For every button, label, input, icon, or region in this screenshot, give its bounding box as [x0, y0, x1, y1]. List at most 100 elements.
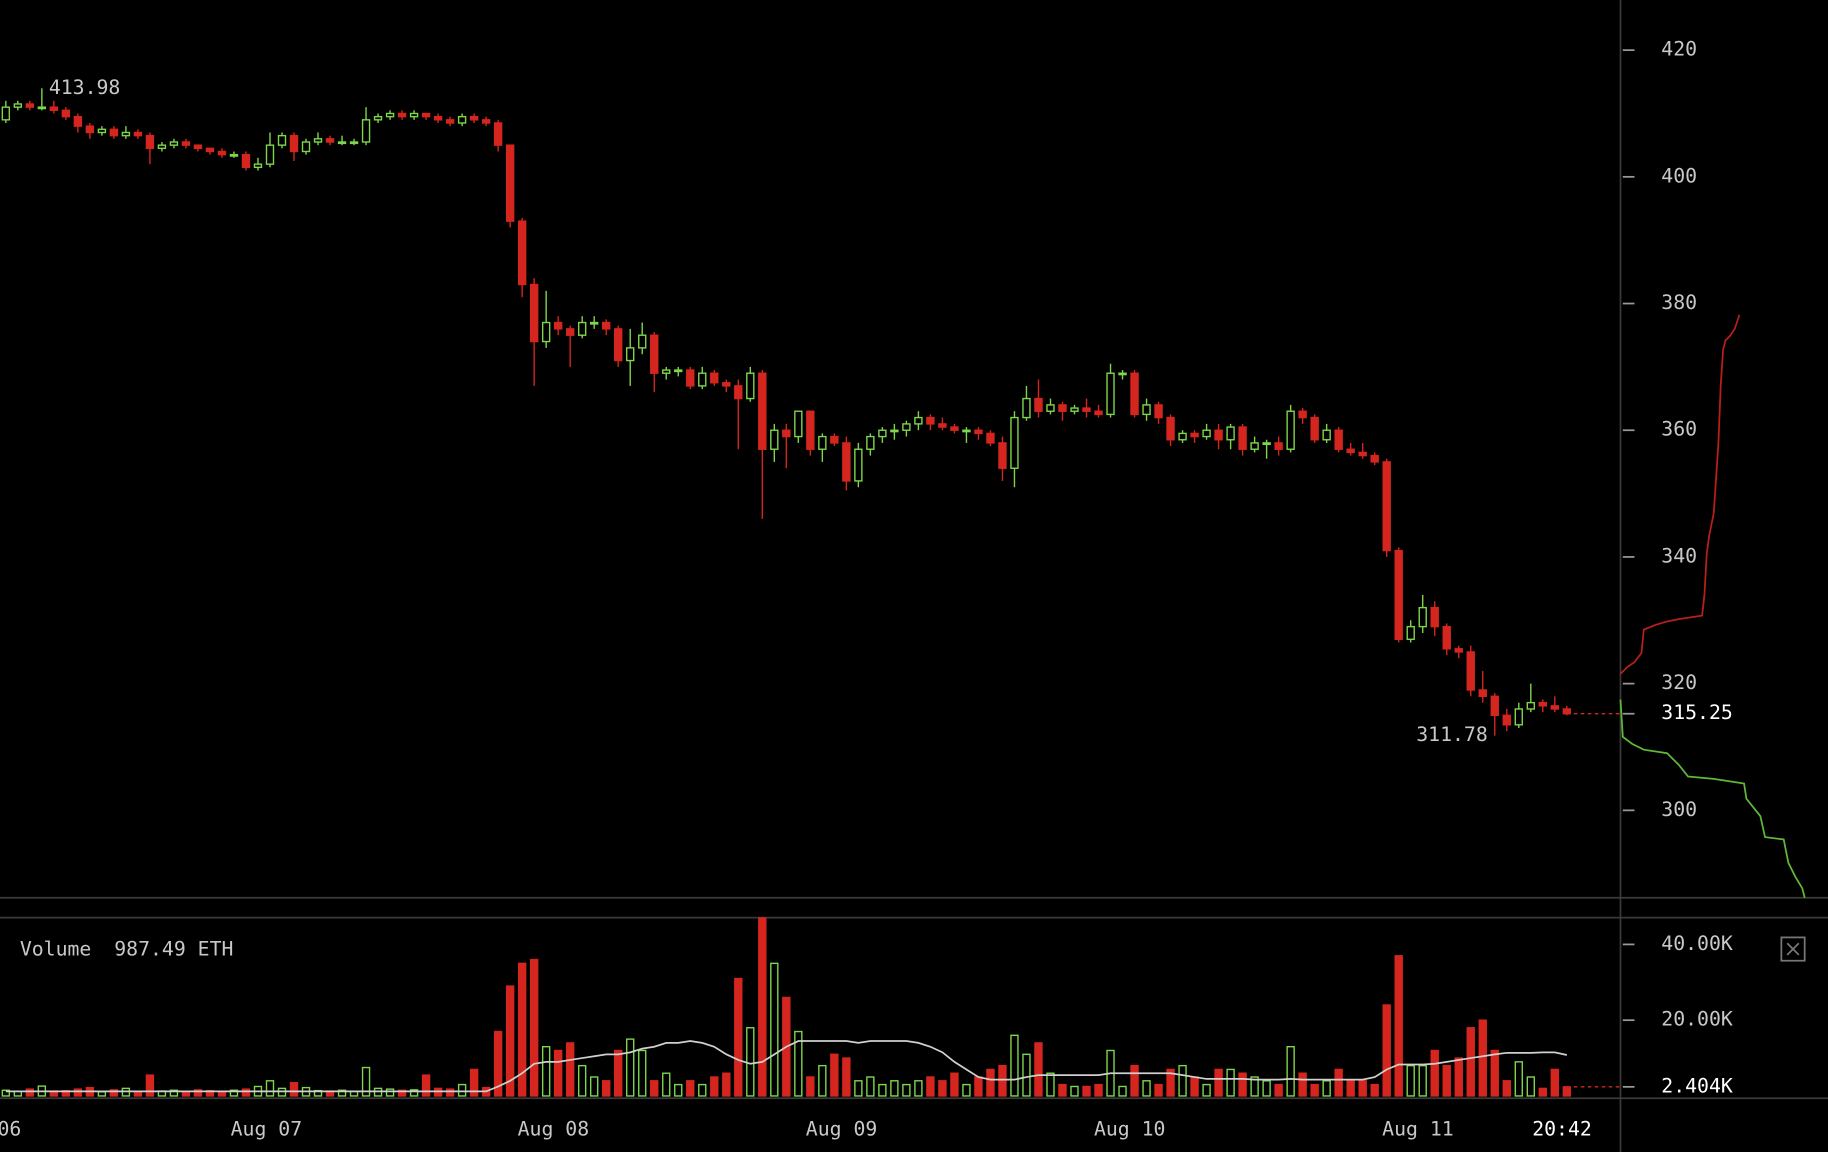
volume-bar: [1058, 1083, 1067, 1097]
candle-body: [998, 442, 1007, 469]
volume-bar: [445, 1088, 455, 1097]
volume-bar: [97, 1091, 107, 1097]
volume-bar: [1382, 1004, 1391, 1097]
volume-bar: [626, 1038, 635, 1097]
candle-body: [1130, 372, 1139, 416]
candle-body: [1346, 448, 1355, 454]
volume-bar: [866, 1076, 875, 1097]
candle-body: [626, 347, 635, 362]
candle-body: [1394, 549, 1403, 640]
x-tick-label: Aug 08: [518, 1117, 590, 1140]
volume-bar: [469, 1068, 479, 1097]
x-tick-label: 06: [0, 1117, 21, 1140]
volume-bar: [710, 1076, 719, 1097]
volume-bar: [1562, 1086, 1572, 1097]
depth-asks: [1619, 699, 1806, 898]
candle-body: [818, 435, 827, 450]
volume-bar: [457, 1083, 467, 1097]
candle-body: [1226, 426, 1235, 441]
volume-bar: [25, 1088, 35, 1097]
volume-bar: [734, 977, 743, 1097]
candle-body: [1382, 461, 1391, 552]
candle-body: [241, 153, 251, 169]
candle-body: [1322, 429, 1331, 441]
x-tick-label: Aug 09: [806, 1117, 878, 1140]
candle-body: [1274, 442, 1283, 450]
candle-body: [830, 435, 839, 444]
candle-body: [313, 138, 323, 143]
candle-body: [722, 382, 731, 387]
volume-bar: [193, 1089, 203, 1097]
candle-body: [1010, 416, 1019, 469]
candle-body: [1250, 442, 1259, 450]
candle-body: [565, 328, 575, 336]
volume-bar: [962, 1083, 971, 1097]
volume-bar: [1010, 1034, 1019, 1097]
volume-bar: [914, 1080, 923, 1097]
candle-body: [842, 442, 851, 482]
volume-bar: [650, 1080, 659, 1097]
candle-body: [938, 423, 947, 428]
candle-body: [1190, 432, 1199, 438]
volume-bar: [1, 1089, 11, 1097]
volume-bar: [1286, 1046, 1295, 1097]
y-tick-label: 420: [1661, 38, 1697, 61]
volume-bar: [1190, 1076, 1199, 1097]
candle-body: [373, 115, 383, 121]
volume-bar: [1070, 1085, 1079, 1097]
volume-bar: [241, 1088, 251, 1097]
volume-bar: [517, 962, 527, 1097]
volume-bar: [397, 1089, 407, 1097]
volume-bar: [758, 917, 767, 1097]
volume-bar: [1526, 1076, 1535, 1097]
candle-body: [1562, 708, 1572, 715]
candle-body: [505, 144, 515, 222]
candle-body: [1154, 404, 1163, 419]
candle-body: [1178, 432, 1187, 441]
volume-bar: [565, 1042, 575, 1097]
candle-body: [1550, 705, 1560, 710]
candle-body: [962, 429, 971, 433]
candle-body: [25, 103, 35, 108]
volume-bar: [577, 1064, 587, 1097]
candle-body: [1418, 606, 1427, 628]
volume-bar: [1346, 1080, 1355, 1097]
volume-current-label: 2.404K: [1661, 1074, 1733, 1097]
volume-bar: [1262, 1080, 1271, 1097]
candle-body: [1, 106, 11, 121]
last-price-label: 315.25: [1661, 701, 1733, 724]
candle-body: [806, 410, 815, 450]
close-icon: [1786, 942, 1800, 956]
volume-bar: [73, 1088, 83, 1097]
close-button[interactable]: [1780, 936, 1806, 962]
candle-body: [529, 283, 539, 343]
candle-body: [1142, 404, 1151, 416]
volume-bar: [1142, 1080, 1151, 1097]
volume-bar: [337, 1089, 347, 1097]
candle-body: [1478, 689, 1487, 698]
candle-body: [541, 321, 551, 343]
volume-bar: [698, 1083, 707, 1097]
candle-body: [349, 141, 359, 145]
candle-body: [1442, 625, 1451, 650]
candle-body: [61, 109, 71, 118]
candle-body: [782, 429, 791, 438]
volume-bar: [794, 1030, 803, 1097]
candle-body: [602, 321, 611, 330]
y-tick-label: 320: [1661, 671, 1697, 694]
candle-body: [229, 153, 239, 157]
volume-bar: [589, 1076, 599, 1097]
candle-body: [133, 131, 143, 137]
volume-bar: [722, 1072, 731, 1097]
x-tick-label: Aug 07: [231, 1117, 303, 1140]
volume-bar: [1046, 1072, 1055, 1097]
candle-body: [986, 432, 995, 444]
volume-bar: [529, 958, 539, 1097]
y-tick-label: 40.00K: [1661, 932, 1733, 955]
y-tick-label: 340: [1661, 544, 1697, 567]
y-tick-label: 360: [1661, 418, 1697, 441]
low-label: 311.78: [1416, 723, 1488, 746]
volume-bar: [770, 962, 779, 1097]
volume-bar: [890, 1080, 899, 1097]
volume-bar: [1502, 1080, 1511, 1097]
